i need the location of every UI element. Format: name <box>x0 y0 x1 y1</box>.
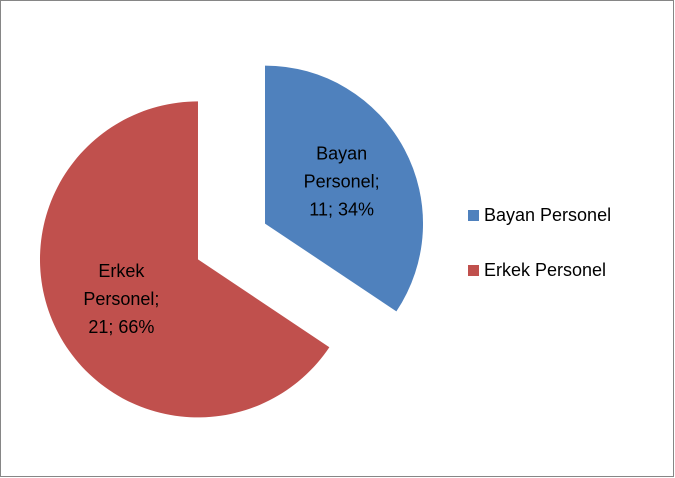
data-label: 21; 66% <box>88 317 154 337</box>
legend-label: Erkek Personel <box>484 260 606 280</box>
pie-slice <box>265 65 424 312</box>
data-label: Personel; <box>304 171 380 191</box>
legend-label: Bayan Personel <box>484 205 611 225</box>
data-label: Personel; <box>83 289 159 309</box>
legend-swatch <box>468 210 479 221</box>
data-label: Bayan <box>316 143 367 163</box>
legend-swatch <box>468 265 479 276</box>
data-label: Erkek <box>98 261 145 281</box>
data-label: 11; 34% <box>309 199 374 219</box>
pie-slice <box>39 101 330 418</box>
